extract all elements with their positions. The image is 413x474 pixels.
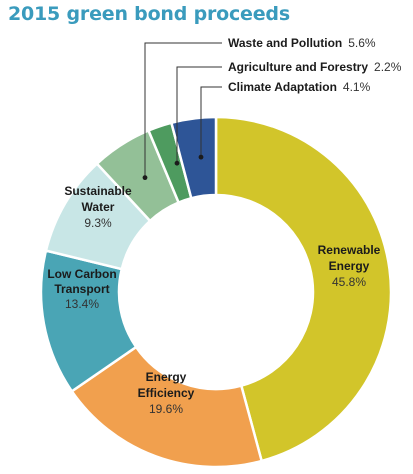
leader-dot-waste-and-pollution [142, 175, 148, 181]
chart-title: 2015 green bond proceeds [8, 3, 290, 25]
label-value-agriculture-and-forestry: 2.2% [374, 60, 402, 74]
slice-renewable-energy [214, 115, 393, 463]
label-name-energy-efficiency: Efficiency [138, 386, 195, 400]
label-name-energy-efficiency: Energy [146, 370, 187, 384]
leader-dot-climate-adaptation [198, 154, 204, 160]
label-value-low-carbon-transport: 13.4% [65, 297, 99, 311]
leader-dot-agriculture-and-forestry [174, 160, 180, 166]
label-name-climate-adaptation: Climate Adaptation [228, 80, 337, 94]
label-name-low-carbon-transport: Low Carbon [47, 267, 116, 281]
label-name-renewable-energy: Energy [329, 259, 370, 273]
label-name-renewable-energy: Renewable [318, 243, 381, 257]
label-name-sustainable-water: Sustainable [64, 184, 132, 198]
label-value-renewable-energy: 45.8% [332, 275, 366, 289]
label-renewable-energy: Renewable Energy 45.8% [318, 243, 381, 289]
slice-climate-adaptation [169, 115, 218, 200]
label-value-waste-and-pollution: 5.6% [348, 36, 376, 50]
leader-line-climate-adaptation [200, 86, 222, 158]
label-low-carbon-transport: Low Carbon Transport 13.4% [47, 267, 116, 311]
label-name-waste-and-pollution: Waste and Pollution [228, 36, 342, 50]
label-name-sustainable-water: Water [82, 200, 115, 214]
slice-energy-efficiency [70, 345, 264, 469]
label-value-climate-adaptation: 4.1% [343, 80, 371, 94]
label-name-low-carbon-transport: Transport [54, 282, 109, 296]
leader-line-agriculture-and-forestry [176, 66, 222, 164]
label-value-energy-efficiency: 19.6% [149, 402, 183, 416]
label-sustainable-water: Sustainable Water 9.3% [64, 184, 132, 230]
label-agriculture-and-forestry: Agriculture and Forestry 2.2% [228, 60, 402, 74]
label-name-agriculture-and-forestry: Agriculture and Forestry [228, 60, 368, 74]
label-waste-and-pollution: Waste and Pollution 5.6% [228, 36, 376, 50]
leader-line-waste-and-pollution [144, 42, 222, 178]
label-value-sustainable-water: 9.3% [84, 216, 112, 230]
label-energy-efficiency: Energy Efficiency 19.6% [138, 370, 195, 416]
label-climate-adaptation: Climate Adaptation 4.1% [228, 80, 371, 94]
